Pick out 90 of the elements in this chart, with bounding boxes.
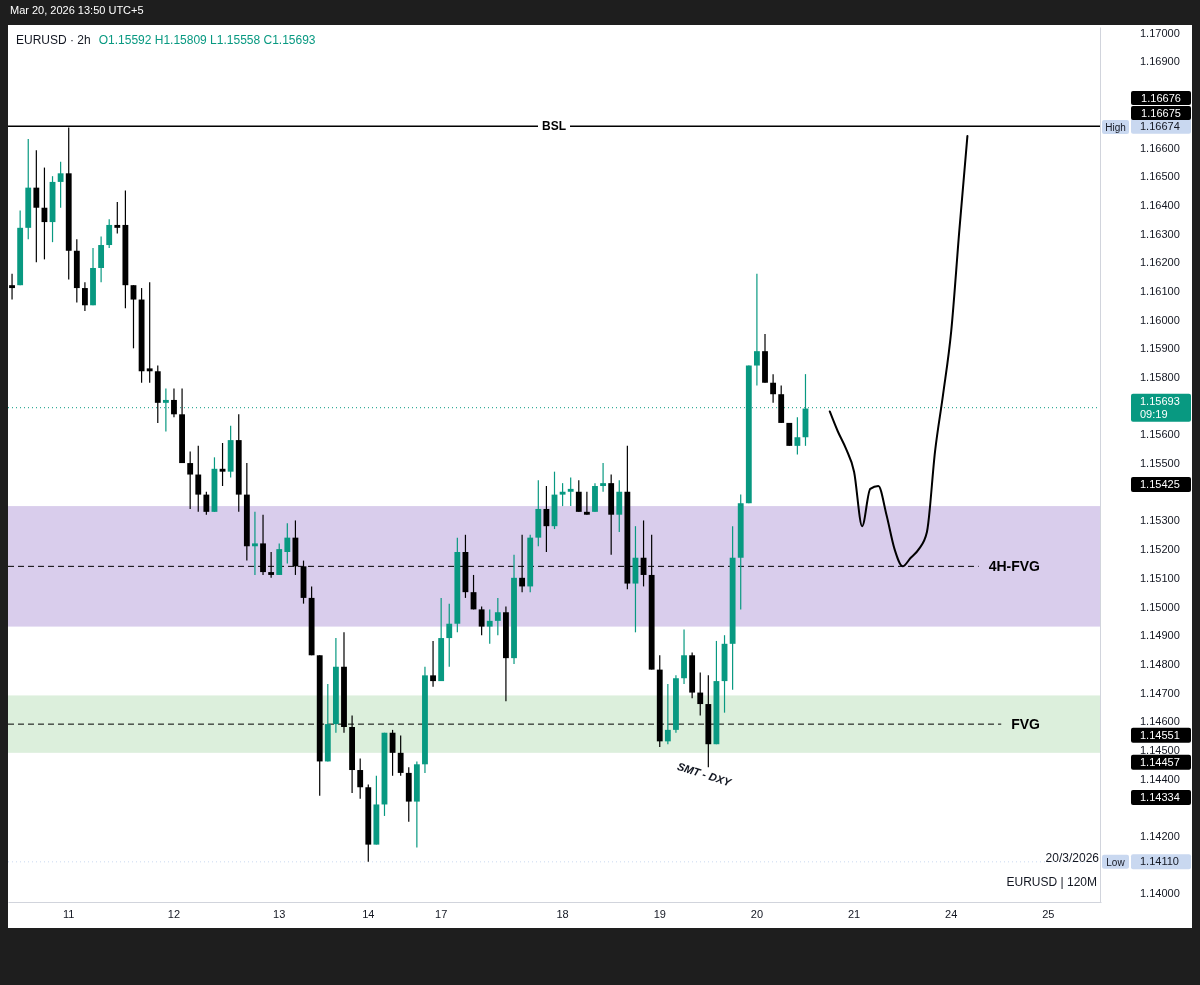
candlestick <box>486 608 493 645</box>
candlestick <box>681 628 687 685</box>
y-tick-label: 1.15300 <box>1140 514 1180 527</box>
y-tick-label: 1.14800 <box>1140 657 1180 670</box>
y-tick-label: 1.15693 09:19 <box>1140 394 1180 420</box>
x-tick-label: 18 <box>556 907 569 920</box>
candlestick <box>195 445 202 513</box>
y-tick-label: 1.16000 <box>1140 313 1180 326</box>
text: High <box>1105 122 1126 133</box>
ref-line-label: FVG <box>1011 716 1041 733</box>
candlestick <box>252 511 258 576</box>
candlestick <box>114 201 121 235</box>
candlestick <box>664 683 671 745</box>
candlestick <box>171 387 177 418</box>
y-tick-label: 1.15600 <box>1140 428 1180 441</box>
text: EURUSD · 2h <box>16 33 91 47</box>
y-tick-label: 1.17000 <box>1140 26 1180 39</box>
annotation: SMT - DXY <box>675 759 735 790</box>
candlestick <box>106 218 113 249</box>
y-tick-label: 1.15500 <box>1140 457 1180 470</box>
x-tick-label: 25 <box>1042 907 1055 920</box>
candlestick <box>33 149 40 263</box>
candlestick <box>600 462 606 493</box>
y-tick-label: 1.14110 <box>1140 855 1179 868</box>
candlestick <box>575 479 582 513</box>
candlestick <box>794 416 801 456</box>
candlestick <box>357 757 364 800</box>
y-tick-label: 1.14551 <box>1140 728 1180 741</box>
candlestick <box>616 479 623 533</box>
candlestick <box>770 373 777 404</box>
x-tick-label: 17 <box>435 907 448 920</box>
text: O1.15592 H1.15809 L1.15558 C1.15693 <box>98 33 316 47</box>
y-tick-label: 1.14457 <box>1140 755 1180 768</box>
y-tick-label: 1.16400 <box>1140 198 1180 211</box>
annotation: EURUSD | 120M <box>1006 875 1097 889</box>
y-tick-label: 1.16200 <box>1140 256 1180 269</box>
y-tick-label: 1.14400 <box>1140 772 1180 785</box>
y-tick-label: 1.14200 <box>1140 830 1180 843</box>
x-tick-label: 19 <box>653 907 666 920</box>
candlestick <box>397 735 404 777</box>
y-tick-label: 1.14600 <box>1140 715 1180 728</box>
ref-line-label: Low <box>1106 856 1126 868</box>
candlestick <box>203 491 210 516</box>
text: 1.16675 <box>1141 107 1181 119</box>
candlestick <box>284 522 291 565</box>
y-tick-label: 1.15000 <box>1140 600 1180 613</box>
annotation: 20/3/2026 <box>1045 851 1100 865</box>
candlestick <box>446 603 453 668</box>
candlestick <box>559 482 566 507</box>
x-tick-label: 20 <box>750 907 764 920</box>
ref-line-label: BSL <box>542 119 566 134</box>
candlestick <box>9 273 15 301</box>
candlestick <box>57 161 64 209</box>
y-tick-label: 1.14700 <box>1140 686 1180 699</box>
candlestick <box>82 281 88 312</box>
y-tick-label: 1.14900 <box>1140 629 1180 642</box>
candlestick <box>567 476 574 507</box>
x-tick-label: 14 <box>362 907 375 920</box>
y-tick-label: 1.14000 <box>1140 887 1180 900</box>
candlestick <box>430 640 436 688</box>
y-tick-label: 1.16500 <box>1140 170 1180 183</box>
candlestick <box>187 450 194 510</box>
candlestick <box>583 491 590 516</box>
y-tick-label: 1.15425 <box>1140 478 1180 491</box>
y-tick-label: 1.16300 <box>1140 227 1180 240</box>
x-tick-label: 12 <box>167 907 181 920</box>
y-tick-label: 1.15200 <box>1140 543 1180 556</box>
y-tick-label: 1.15900 <box>1140 342 1180 355</box>
candlestick <box>98 235 105 283</box>
candlestick <box>494 597 501 636</box>
y-tick-label: 1.15800 <box>1140 371 1180 384</box>
x-tick-label: 11 <box>63 907 75 920</box>
y-tick-label: 1.14334 <box>1140 791 1180 804</box>
y-tick-label: 1.14500 <box>1140 743 1180 756</box>
x-tick-label: 24 <box>945 907 958 920</box>
text: 1.16676 <box>1141 92 1181 104</box>
y-tick-label: 1.16674 <box>1140 119 1180 132</box>
ref-line-label: 4H-FVG <box>988 558 1041 575</box>
candlestick <box>146 281 153 384</box>
y-tick-label: 1.16900 <box>1140 55 1180 68</box>
candlestick <box>478 605 485 636</box>
y-tick-label: 1.15100 <box>1140 571 1180 584</box>
candlestick <box>697 671 704 717</box>
x-tick-label: 13 <box>273 907 286 920</box>
candlestick <box>753 273 760 387</box>
text: Mar 20, 2026 13:50 UTC+5 <box>10 4 144 16</box>
y-tick-label: 1.16600 <box>1140 141 1180 154</box>
y-tick-label: 1.16100 <box>1140 284 1180 297</box>
candlestick <box>543 485 550 553</box>
x-tick-label: 21 <box>847 907 861 920</box>
